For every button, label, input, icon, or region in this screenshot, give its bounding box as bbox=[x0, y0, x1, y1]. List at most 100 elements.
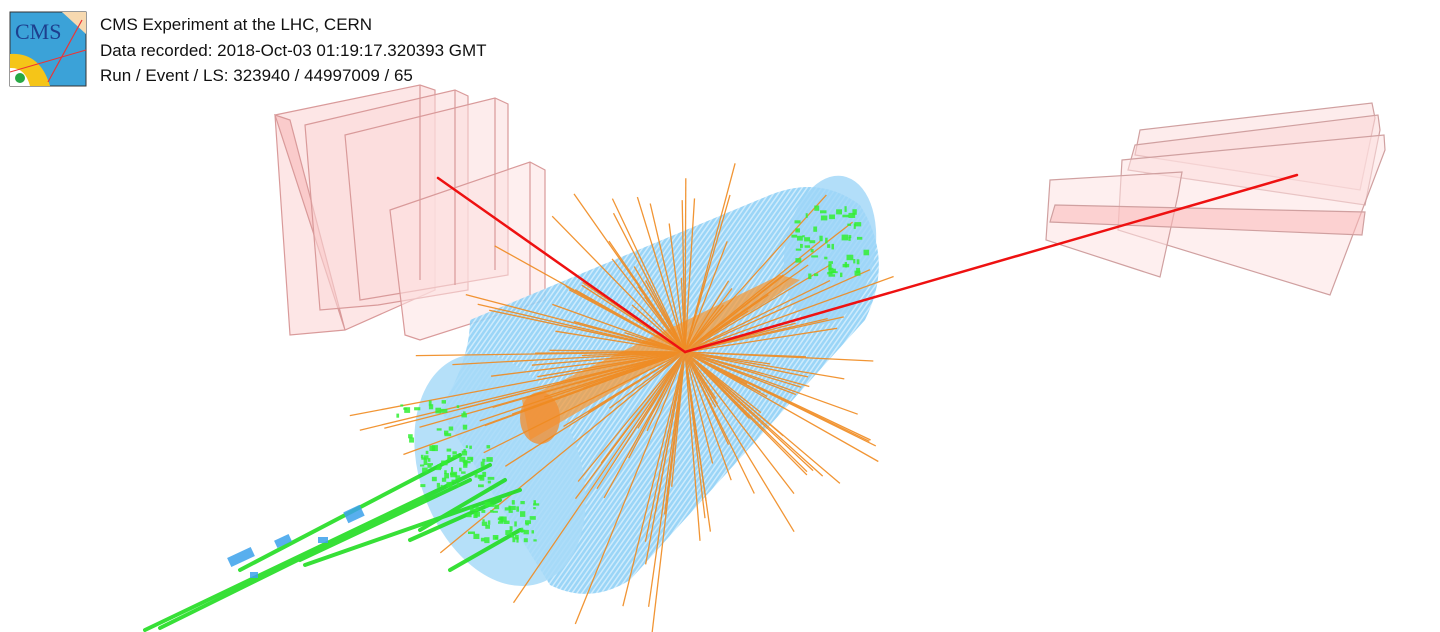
hit-cell bbox=[520, 511, 526, 517]
track-line bbox=[491, 351, 686, 377]
track-line bbox=[684, 351, 871, 441]
track-line bbox=[600, 351, 686, 464]
hit-cell bbox=[423, 459, 428, 465]
track-line bbox=[622, 351, 686, 607]
track-line bbox=[636, 196, 686, 353]
hit-cell bbox=[829, 214, 835, 220]
hit-cell bbox=[451, 467, 454, 473]
hit-cell bbox=[485, 504, 489, 508]
hit-cell bbox=[842, 214, 850, 218]
hit-cell bbox=[437, 464, 441, 468]
track-line bbox=[684, 351, 717, 399]
hit-cell bbox=[478, 484, 484, 488]
hit-cell bbox=[452, 455, 459, 459]
hit-cell bbox=[459, 467, 462, 472]
hit-cell bbox=[519, 529, 525, 532]
hit-cell bbox=[514, 534, 519, 540]
muon-chambers-right bbox=[1045, 102, 1386, 296]
hit-cell bbox=[488, 504, 495, 507]
hit-cell bbox=[474, 511, 480, 517]
track-line bbox=[551, 215, 686, 353]
hit-cell bbox=[427, 464, 432, 468]
hit-cell bbox=[463, 449, 466, 453]
hit-cell bbox=[805, 213, 808, 218]
hit-cell bbox=[448, 426, 454, 431]
hit-cell bbox=[836, 209, 842, 215]
hit-cell bbox=[474, 472, 478, 478]
track-line bbox=[359, 351, 686, 431]
track-line bbox=[684, 351, 841, 484]
hit-cell bbox=[511, 500, 515, 505]
hit-cell bbox=[456, 405, 460, 408]
hit-cell bbox=[795, 228, 799, 232]
track-line bbox=[663, 351, 686, 515]
hit-cell bbox=[504, 507, 511, 511]
track-line bbox=[668, 223, 686, 353]
hit-cell bbox=[813, 226, 818, 232]
hit-cell bbox=[852, 209, 857, 215]
track-line bbox=[684, 351, 795, 494]
hit-cell bbox=[494, 504, 500, 510]
hit-cell bbox=[441, 477, 447, 482]
experiment-label: CMS Experiment at the LHC, CERN bbox=[100, 15, 373, 34]
hit-cell bbox=[814, 273, 819, 277]
hit-cell bbox=[404, 407, 411, 413]
hit-cell bbox=[508, 510, 513, 513]
hit-cell bbox=[487, 520, 491, 525]
hit-cell bbox=[533, 507, 536, 510]
muon-chambers-left bbox=[274, 84, 546, 341]
track-line bbox=[684, 264, 809, 353]
track-line bbox=[684, 304, 725, 353]
hit-cell bbox=[463, 411, 466, 414]
hit-cell bbox=[461, 413, 467, 418]
cms-logo-text: CMS bbox=[15, 19, 61, 44]
hit-cell bbox=[520, 501, 525, 505]
track-line bbox=[563, 351, 686, 427]
track-line bbox=[544, 351, 686, 398]
hit-cell bbox=[848, 237, 851, 241]
hit-cell bbox=[444, 433, 452, 437]
hit-cell bbox=[447, 455, 451, 461]
track-line bbox=[684, 269, 871, 353]
ecal-hits bbox=[396, 205, 870, 544]
hit-cell bbox=[499, 516, 504, 523]
hit-cell bbox=[425, 450, 429, 455]
track-line bbox=[349, 351, 686, 417]
hit-cell bbox=[828, 267, 834, 274]
hit-cell bbox=[505, 530, 512, 535]
hit-cell bbox=[452, 451, 457, 455]
hit-cell bbox=[809, 240, 816, 244]
hit-cell bbox=[400, 404, 404, 407]
hit-cell bbox=[462, 424, 468, 430]
track-line bbox=[649, 203, 686, 353]
hit-cell bbox=[503, 520, 510, 524]
track-line bbox=[684, 351, 714, 464]
track-line bbox=[684, 316, 844, 353]
hit-cell bbox=[420, 454, 424, 459]
hit-cell bbox=[794, 220, 801, 224]
hit-cell bbox=[424, 455, 429, 460]
track-line bbox=[684, 351, 768, 397]
hit-cell bbox=[441, 400, 446, 404]
track-line bbox=[531, 351, 686, 366]
track-line bbox=[609, 351, 686, 409]
hit-cell bbox=[408, 434, 413, 439]
hit-cell bbox=[820, 215, 828, 221]
hit-cell bbox=[467, 456, 474, 461]
hit-cell bbox=[516, 537, 519, 543]
track-line bbox=[415, 351, 686, 357]
hit-cell bbox=[808, 273, 812, 280]
track-line bbox=[684, 310, 749, 353]
hit-cell bbox=[431, 476, 437, 482]
hit-cell bbox=[498, 521, 504, 524]
hit-cell bbox=[463, 462, 468, 468]
track-line bbox=[684, 194, 731, 353]
track-line bbox=[580, 329, 686, 353]
track-line bbox=[612, 212, 686, 353]
hit-cell bbox=[480, 461, 485, 467]
hit-cell bbox=[444, 473, 449, 479]
track-line bbox=[577, 351, 686, 482]
hit-cell bbox=[440, 408, 448, 413]
hit-cell bbox=[842, 263, 850, 268]
